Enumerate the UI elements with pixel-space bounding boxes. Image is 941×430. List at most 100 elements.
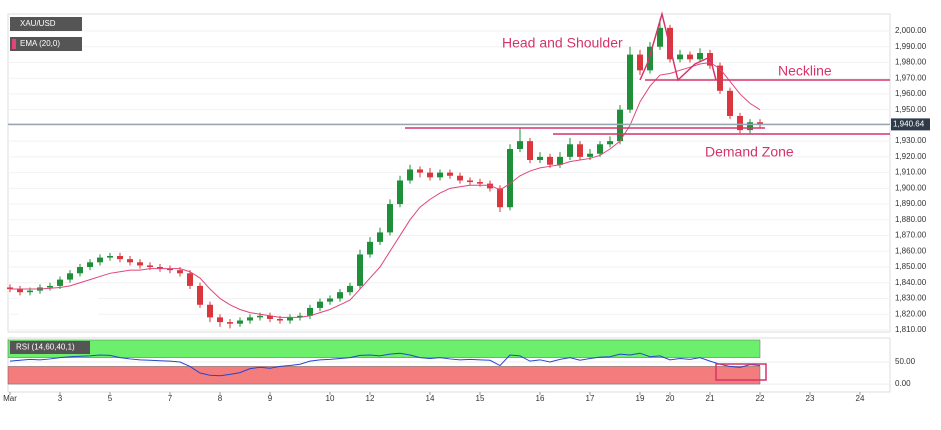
legend-entry: EMA (20,0) [20, 39, 60, 48]
candle-body [537, 156, 543, 161]
candle-body [547, 156, 553, 165]
y-tick-label: 1,960.00 [895, 89, 927, 98]
legend-box [10, 37, 82, 51]
y-tick-label: 1,870.00 [895, 231, 927, 240]
x-tick-label: 12 [366, 394, 375, 403]
candle-body [337, 292, 343, 299]
candle-body [467, 180, 473, 183]
y-tick-label: 1,840.00 [895, 278, 927, 287]
candle-body [417, 169, 423, 173]
y-tick-label: 1,970.00 [895, 73, 927, 82]
y-tick-label: 50.00 [895, 357, 916, 366]
candle-body [97, 257, 103, 263]
y-tick-label: 1,900.00 [895, 183, 927, 192]
drawings [405, 11, 890, 381]
x-tick-label: 22 [756, 394, 765, 403]
rsi-zone [7, 366, 761, 385]
rsi-highlight [715, 363, 767, 381]
candle-body [487, 183, 493, 189]
candle-body [57, 279, 63, 286]
candle-body [47, 285, 53, 288]
candle-body [567, 144, 573, 157]
candle-body [437, 172, 443, 178]
candle-body [667, 27, 673, 60]
y-tick-label: 1,850.00 [895, 262, 927, 271]
candle-body [477, 182, 483, 184]
rsi-line [9, 352, 761, 377]
candle-body [527, 141, 533, 161]
x-tick-label: 9 [268, 394, 273, 403]
candle-body [657, 27, 663, 47]
annotation: Neckline [778, 63, 832, 79]
x-tick-label: 8 [218, 394, 223, 403]
candle-body [377, 232, 383, 242]
candle-body [227, 322, 233, 324]
candle-body [717, 65, 723, 91]
x-tick-label: 17 [586, 394, 595, 403]
legend-box [10, 341, 90, 354]
rsi-zone [7, 339, 761, 358]
candle-body [757, 122, 763, 125]
x-tick-label: 10 [326, 394, 335, 403]
candle-body [147, 265, 153, 268]
candle-body [107, 256, 113, 258]
candle-body [117, 256, 123, 260]
candle-body [677, 54, 683, 60]
candle-body [577, 144, 583, 157]
pattern-outline [639, 11, 717, 82]
y-tick-label: 1,860.00 [895, 246, 927, 255]
last-price-label: 1,940.64 [893, 120, 925, 129]
y-tick-label: 1,890.00 [895, 199, 927, 208]
y-tick-label: 1,910.00 [895, 168, 927, 177]
annotation: Demand Zone [705, 144, 794, 160]
candle-body [157, 267, 163, 269]
legend-entry: XAU/USD [20, 19, 56, 28]
candle-body [747, 122, 753, 131]
candle-body [287, 317, 293, 321]
x-tick-label: 5 [108, 394, 113, 403]
candle-body [137, 262, 143, 266]
candle-body [497, 188, 503, 208]
y-tick-label: 0.00 [895, 379, 911, 388]
candle-body [197, 285, 203, 305]
candle-body [357, 254, 363, 286]
candle-body [187, 273, 193, 286]
candle-body [67, 273, 73, 280]
candle-body [7, 287, 13, 290]
candle-body [727, 90, 733, 116]
y-tick-label: 1,830.00 [895, 294, 927, 303]
x-tick-label: 20 [666, 394, 675, 403]
candle-body [17, 289, 23, 293]
candle-body [427, 172, 433, 178]
y-tick-label: 1,820.00 [895, 309, 927, 318]
candle-body [77, 267, 83, 274]
y-tick-label: 1,980.00 [895, 58, 927, 67]
candle-body [127, 259, 133, 263]
candle-body [257, 315, 263, 318]
candle-body [607, 141, 613, 145]
legend-box [10, 17, 82, 31]
candle-body [397, 180, 403, 205]
candle-body [457, 175, 463, 181]
candle-body [627, 54, 633, 110]
legend-swatch [12, 39, 16, 49]
candle-body [687, 54, 693, 60]
x-tick-label: 21 [706, 394, 715, 403]
x-tick-label: 23 [806, 394, 815, 403]
candle-body [617, 109, 623, 142]
candle-body [697, 53, 703, 60]
x-tick-label: 15 [476, 394, 485, 403]
ema-line [10, 61, 761, 318]
y-tick-label: 1,880.00 [895, 215, 927, 224]
y-tick-label: 1,920.00 [895, 152, 927, 161]
x-tick-label: 24 [856, 394, 865, 403]
candle-body [177, 270, 183, 274]
candle-body [347, 285, 353, 293]
x-tick-label: 3 [58, 394, 63, 403]
candle-body [27, 290, 33, 293]
candle-body [557, 156, 563, 165]
grid: 1,810.00 1,820.00 1,830.00 1,840.00 1,850.00… [3, 26, 927, 403]
candle-body [217, 317, 223, 323]
candle-body [507, 149, 513, 208]
